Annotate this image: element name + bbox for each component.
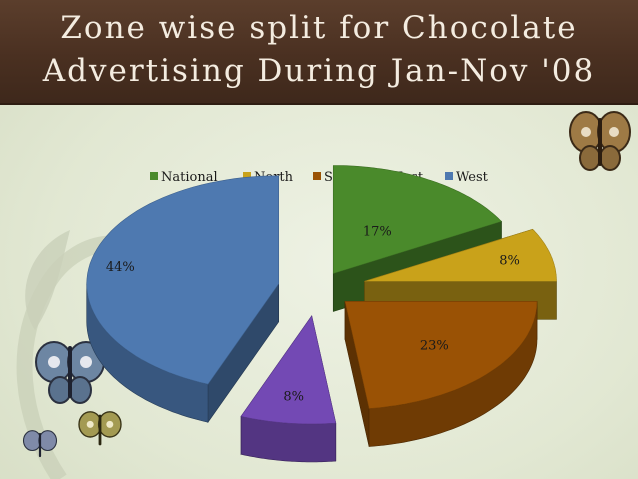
legend-swatch-national — [150, 172, 158, 180]
pie-slice-west — [86, 175, 280, 424]
data-label-south: 23% — [420, 339, 449, 354]
slide-title-line-2: Advertising During Jan-Nov '08 — [42, 53, 596, 89]
pie-slice-north — [364, 228, 557, 320]
decorative-leaf — [25, 230, 70, 330]
data-label-north: 8% — [499, 253, 520, 268]
data-label-national: 17% — [363, 225, 392, 240]
legend-label-west: West — [456, 170, 489, 185]
legend-swatch-south — [313, 172, 321, 180]
legend-swatch-west — [445, 172, 453, 180]
title-band — [0, 0, 638, 105]
butterfly-icon — [22, 430, 58, 458]
data-label-east: 8% — [283, 389, 304, 404]
slide-title-line-1: Zone wise split for Chocolate — [60, 10, 578, 46]
legend-swatch-north — [243, 172, 251, 180]
butterfly-icon — [78, 411, 122, 446]
data-label-west: 44% — [106, 260, 135, 275]
butterfly-icon — [569, 111, 631, 171]
pie-slices — [86, 165, 557, 463]
pie-slice-east — [240, 314, 337, 463]
pie-slice-south — [344, 301, 538, 447]
pie-data-labels: 17% 8% 23% 8% 44% — [106, 225, 520, 405]
legend-label-national: National — [161, 170, 218, 185]
